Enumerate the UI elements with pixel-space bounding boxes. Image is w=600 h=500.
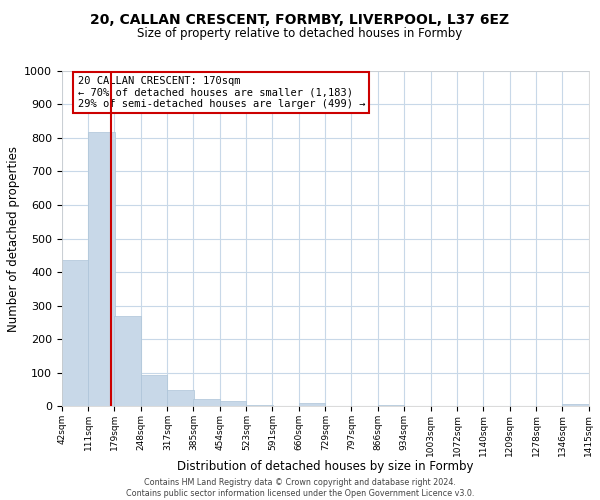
Bar (562, 404, 589, 406)
Bar (62, 260, 88, 406)
Text: 20 CALLAN CRESCENT: 170sqm
← 70% of detached houses are smaller (1,183)
29% of s: 20 CALLAN CRESCENT: 170sqm ← 70% of deta… (77, 76, 365, 109)
Bar (141, 376, 167, 406)
Bar (115, 316, 141, 406)
Bar (167, 390, 194, 406)
X-axis label: Distribution of detached houses by size in Formby: Distribution of detached houses by size … (177, 460, 473, 473)
Bar (88, 132, 115, 406)
Bar (299, 404, 325, 406)
Text: Contains HM Land Registry data © Crown copyright and database right 2024.
Contai: Contains HM Land Registry data © Crown c… (126, 478, 474, 498)
Bar (220, 402, 247, 406)
Bar (247, 405, 273, 406)
Text: Size of property relative to detached houses in Formby: Size of property relative to detached ho… (137, 28, 463, 40)
Bar (193, 399, 220, 406)
Text: 20, CALLAN CRESCENT, FORMBY, LIVERPOOL, L37 6EZ: 20, CALLAN CRESCENT, FORMBY, LIVERPOOL, … (91, 12, 509, 26)
Y-axis label: Number of detached properties: Number of detached properties (7, 146, 20, 332)
